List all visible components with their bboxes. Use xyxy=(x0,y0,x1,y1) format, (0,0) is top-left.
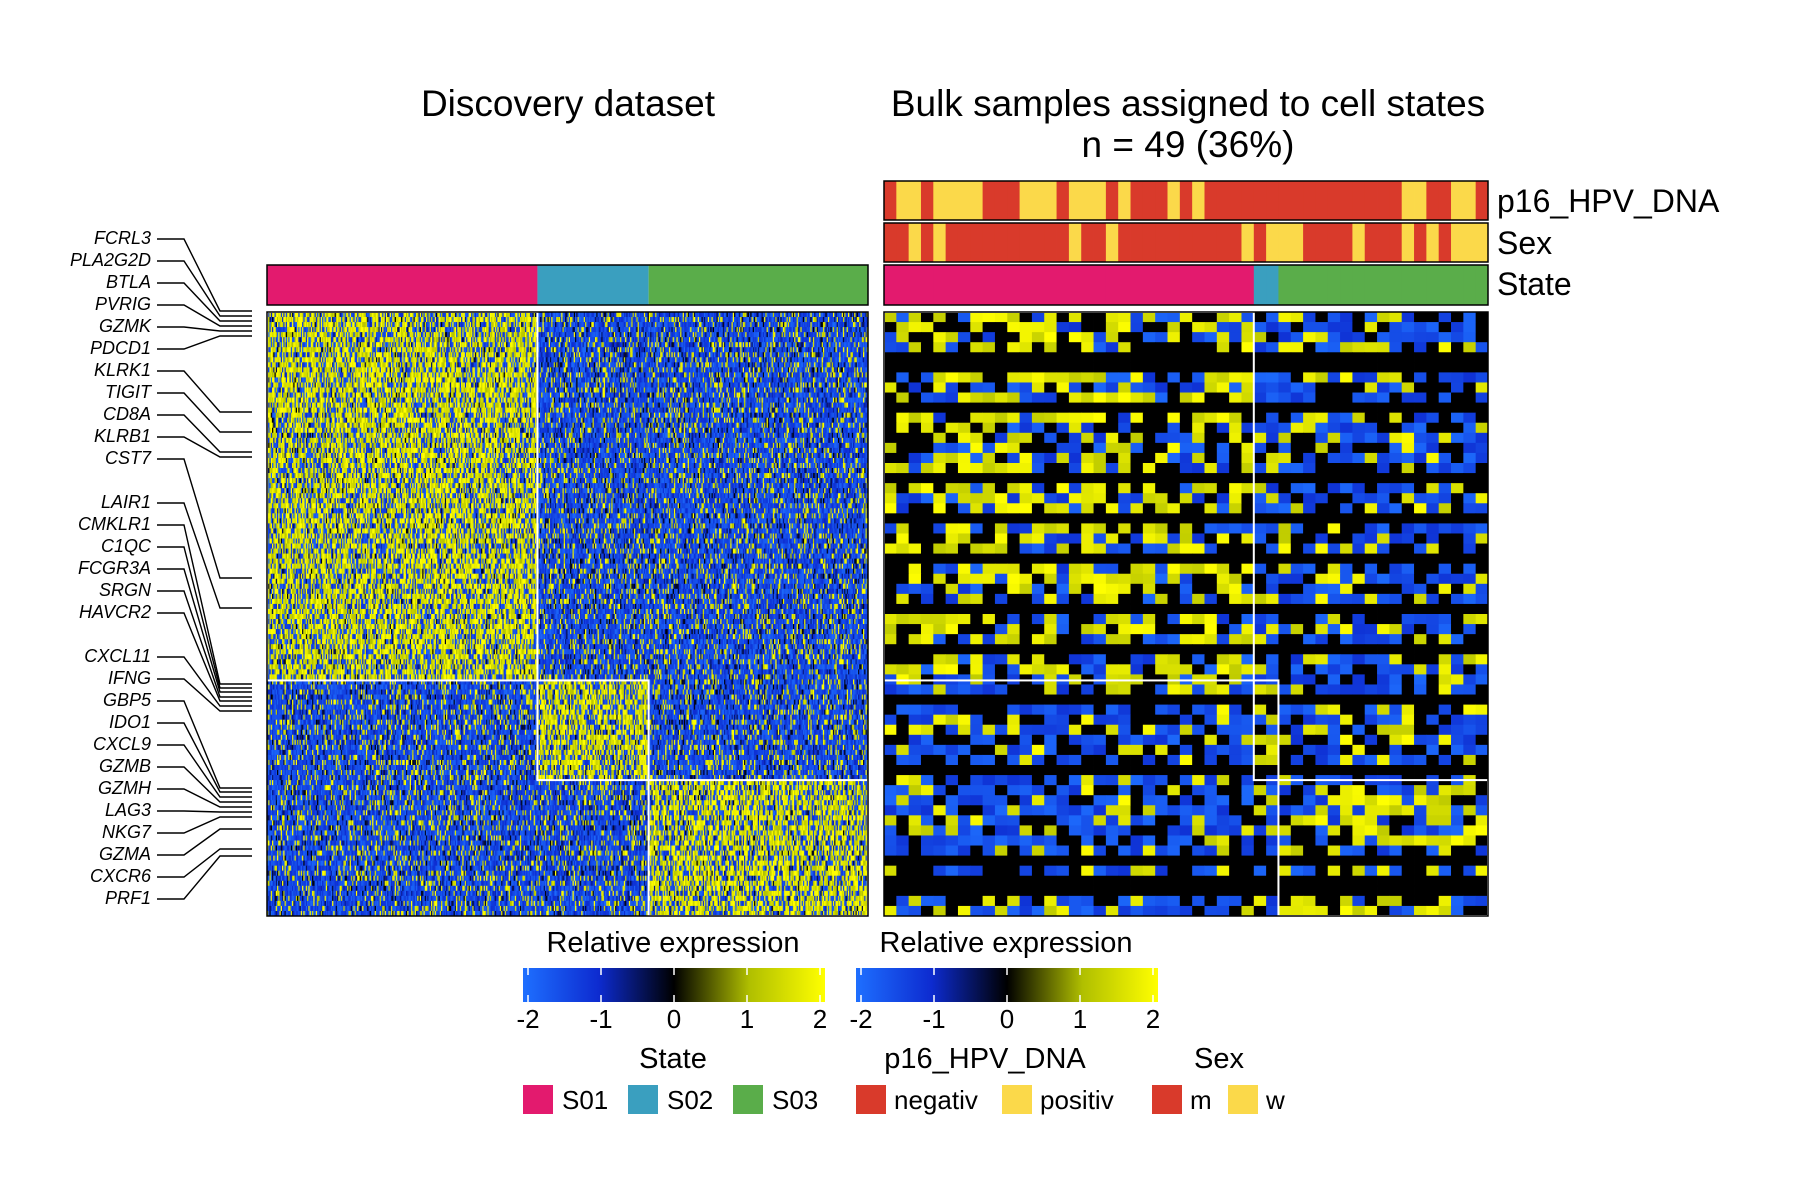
discovery-heatmap xyxy=(267,265,868,916)
colorbar-tick: 1 xyxy=(740,1004,754,1034)
gene-label-srgn: SRGN xyxy=(99,580,152,600)
colorbar-tick: 0 xyxy=(1000,1004,1014,1034)
p16-track xyxy=(884,181,1488,220)
right-panel-title: Bulk samples assigned to cell states xyxy=(891,83,1485,124)
legend-label-s03: S03 xyxy=(772,1085,818,1115)
legend-label-positiv: positiv xyxy=(1040,1085,1114,1115)
gene-label-cd8a: CD8A xyxy=(103,404,151,424)
legend-label-m: m xyxy=(1190,1085,1212,1115)
gene-label-gzma: GZMA xyxy=(99,844,151,864)
track-label-sex: Sex xyxy=(1497,225,1552,261)
gene-label-fcgr3a: FCGR3A xyxy=(78,558,151,578)
gene-label-cxcr6: CXCR6 xyxy=(90,866,152,886)
colorbar-tick: 0 xyxy=(667,1004,681,1034)
colorbar-tick: 1 xyxy=(1073,1004,1087,1034)
colorbar-tick: -2 xyxy=(849,1004,872,1034)
legend-swatch-s03 xyxy=(733,1085,763,1114)
gene-label-prf1: PRF1 xyxy=(105,888,151,908)
gene-label-lag3: LAG3 xyxy=(105,800,151,820)
legend-swatch-positiv xyxy=(1002,1085,1032,1114)
legend-swatch-s01 xyxy=(523,1085,553,1114)
legend-swatch-w xyxy=(1228,1085,1258,1114)
gene-label-cxcl11: CXCL11 xyxy=(84,646,151,666)
track-label-p16: p16_HPV_DNA xyxy=(1497,183,1720,219)
state-legend: State S01 S02 S03 xyxy=(523,1043,818,1115)
gene-label-nkg7: NKG7 xyxy=(102,822,152,842)
colorbar-tick: -2 xyxy=(516,1004,539,1034)
legend-swatch-negativ xyxy=(856,1085,886,1114)
p16-legend-title: p16_HPV_DNA xyxy=(884,1043,1086,1075)
gene-label-pla2g2d: PLA2G2D xyxy=(70,250,151,270)
gene-label-ido1: IDO1 xyxy=(109,712,151,732)
discovery-state-bar xyxy=(267,265,868,305)
gene-label-havcr2: HAVCR2 xyxy=(79,602,151,622)
gene-label-pdcd1: PDCD1 xyxy=(90,338,151,358)
gene-label-tigit: TIGIT xyxy=(105,382,153,402)
gene-label-btla: BTLA xyxy=(106,272,151,292)
state-legend-title: State xyxy=(639,1043,707,1075)
legend-label-s02: S02 xyxy=(667,1085,713,1115)
gene-label-ifng: IFNG xyxy=(108,668,151,688)
gene-label-cst7: CST7 xyxy=(105,448,152,468)
gene-label-cxcl9: CXCL9 xyxy=(93,734,151,754)
colorbar-tick: -1 xyxy=(922,1004,945,1034)
gene-label-pvrig: PVRIG xyxy=(95,294,151,314)
legend-label-s01: S01 xyxy=(562,1085,608,1115)
gene-label-c1qc: C1QC xyxy=(101,536,152,556)
expr-legend-title-right: Relative expression xyxy=(879,927,1132,959)
gene-label-gzmh: GZMH xyxy=(98,778,152,798)
expression-legend-left: Relative expression -2 -1 0 1 2 xyxy=(516,927,827,1034)
expr-legend-title-left: Relative expression xyxy=(546,927,799,959)
bulk-heatmap xyxy=(884,312,1488,916)
gene-label-lair1: LAIR1 xyxy=(101,492,151,512)
expression-legend-right: Relative expression -2 -1 0 1 2 xyxy=(849,927,1160,1034)
legend-swatch-m xyxy=(1152,1085,1182,1114)
sex-legend: Sex m w xyxy=(1152,1043,1285,1115)
legend-label-negativ: negativ xyxy=(894,1085,978,1115)
gene-label-fcrl3: FCRL3 xyxy=(94,228,151,248)
colorbar-tick: 2 xyxy=(1146,1004,1160,1034)
legend-swatch-s02 xyxy=(628,1085,658,1114)
colorbar-tick: -1 xyxy=(589,1004,612,1034)
state-track xyxy=(884,265,1488,305)
gene-label-gzmk: GZMK xyxy=(99,316,152,336)
annotation-tracks xyxy=(884,181,1488,305)
left-panel-title: Discovery dataset xyxy=(421,83,716,124)
gene-label-klrk1: KLRK1 xyxy=(94,360,151,380)
track-label-state: State xyxy=(1497,266,1572,302)
colorbar-tick: 2 xyxy=(813,1004,827,1034)
right-panel-subtitle: n = 49 (36%) xyxy=(1082,124,1295,165)
gene-labels: FCRL3PLA2G2DBTLAPVRIGGZMKPDCD1KLRK1TIGIT… xyxy=(70,228,252,908)
gene-label-gzmb: GZMB xyxy=(99,756,151,776)
gene-label-cmklr1: CMKLR1 xyxy=(78,514,151,534)
sex-track xyxy=(884,223,1488,262)
p16-legend: p16_HPV_DNA negativ positiv xyxy=(856,1043,1114,1115)
legend-label-w: w xyxy=(1265,1085,1285,1115)
gene-label-klrb1: KLRB1 xyxy=(94,426,151,446)
sex-legend-title: Sex xyxy=(1194,1043,1244,1075)
gene-label-gbp5: GBP5 xyxy=(103,690,152,710)
